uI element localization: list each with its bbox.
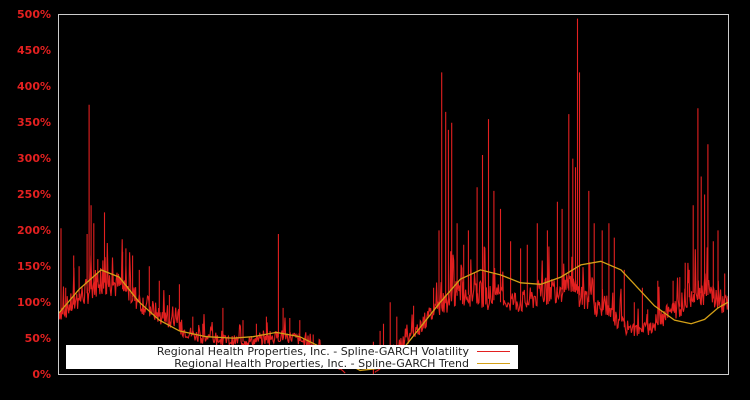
legend-swatch-volatility [477,350,510,352]
y-tick-label: 200% [17,224,51,237]
trend-series-line [58,260,729,372]
y-tick-label: 150% [17,260,51,273]
legend-item-volatility: Regional Health Properties, Inc. - Splin… [156,344,510,358]
y-tick-label: 350% [17,116,51,129]
volatility-series-line [58,18,729,374]
y-tick-label: 400% [17,80,51,93]
chart-legend: Regional Health Properties, Inc. - Splin… [66,344,518,370]
plot-area [58,18,729,374]
legend-swatch-trend [477,362,510,364]
plot-frame [58,14,729,375]
legend-item-trend: Regional Health Properties, Inc. - Splin… [174,356,510,370]
y-tick-label: 500% [17,8,51,21]
y-tick-label: 100% [17,296,51,309]
y-tick-label: 450% [17,44,51,57]
y-tick-label: 0% [32,368,51,381]
legend-label: Regional Health Properties, Inc. - Splin… [156,344,469,358]
y-tick-label: 300% [17,152,51,165]
legend-label: Regional Health Properties, Inc. - Splin… [174,356,469,370]
y-tick-label: 50% [24,332,51,345]
y-tick-label: 250% [17,188,51,201]
